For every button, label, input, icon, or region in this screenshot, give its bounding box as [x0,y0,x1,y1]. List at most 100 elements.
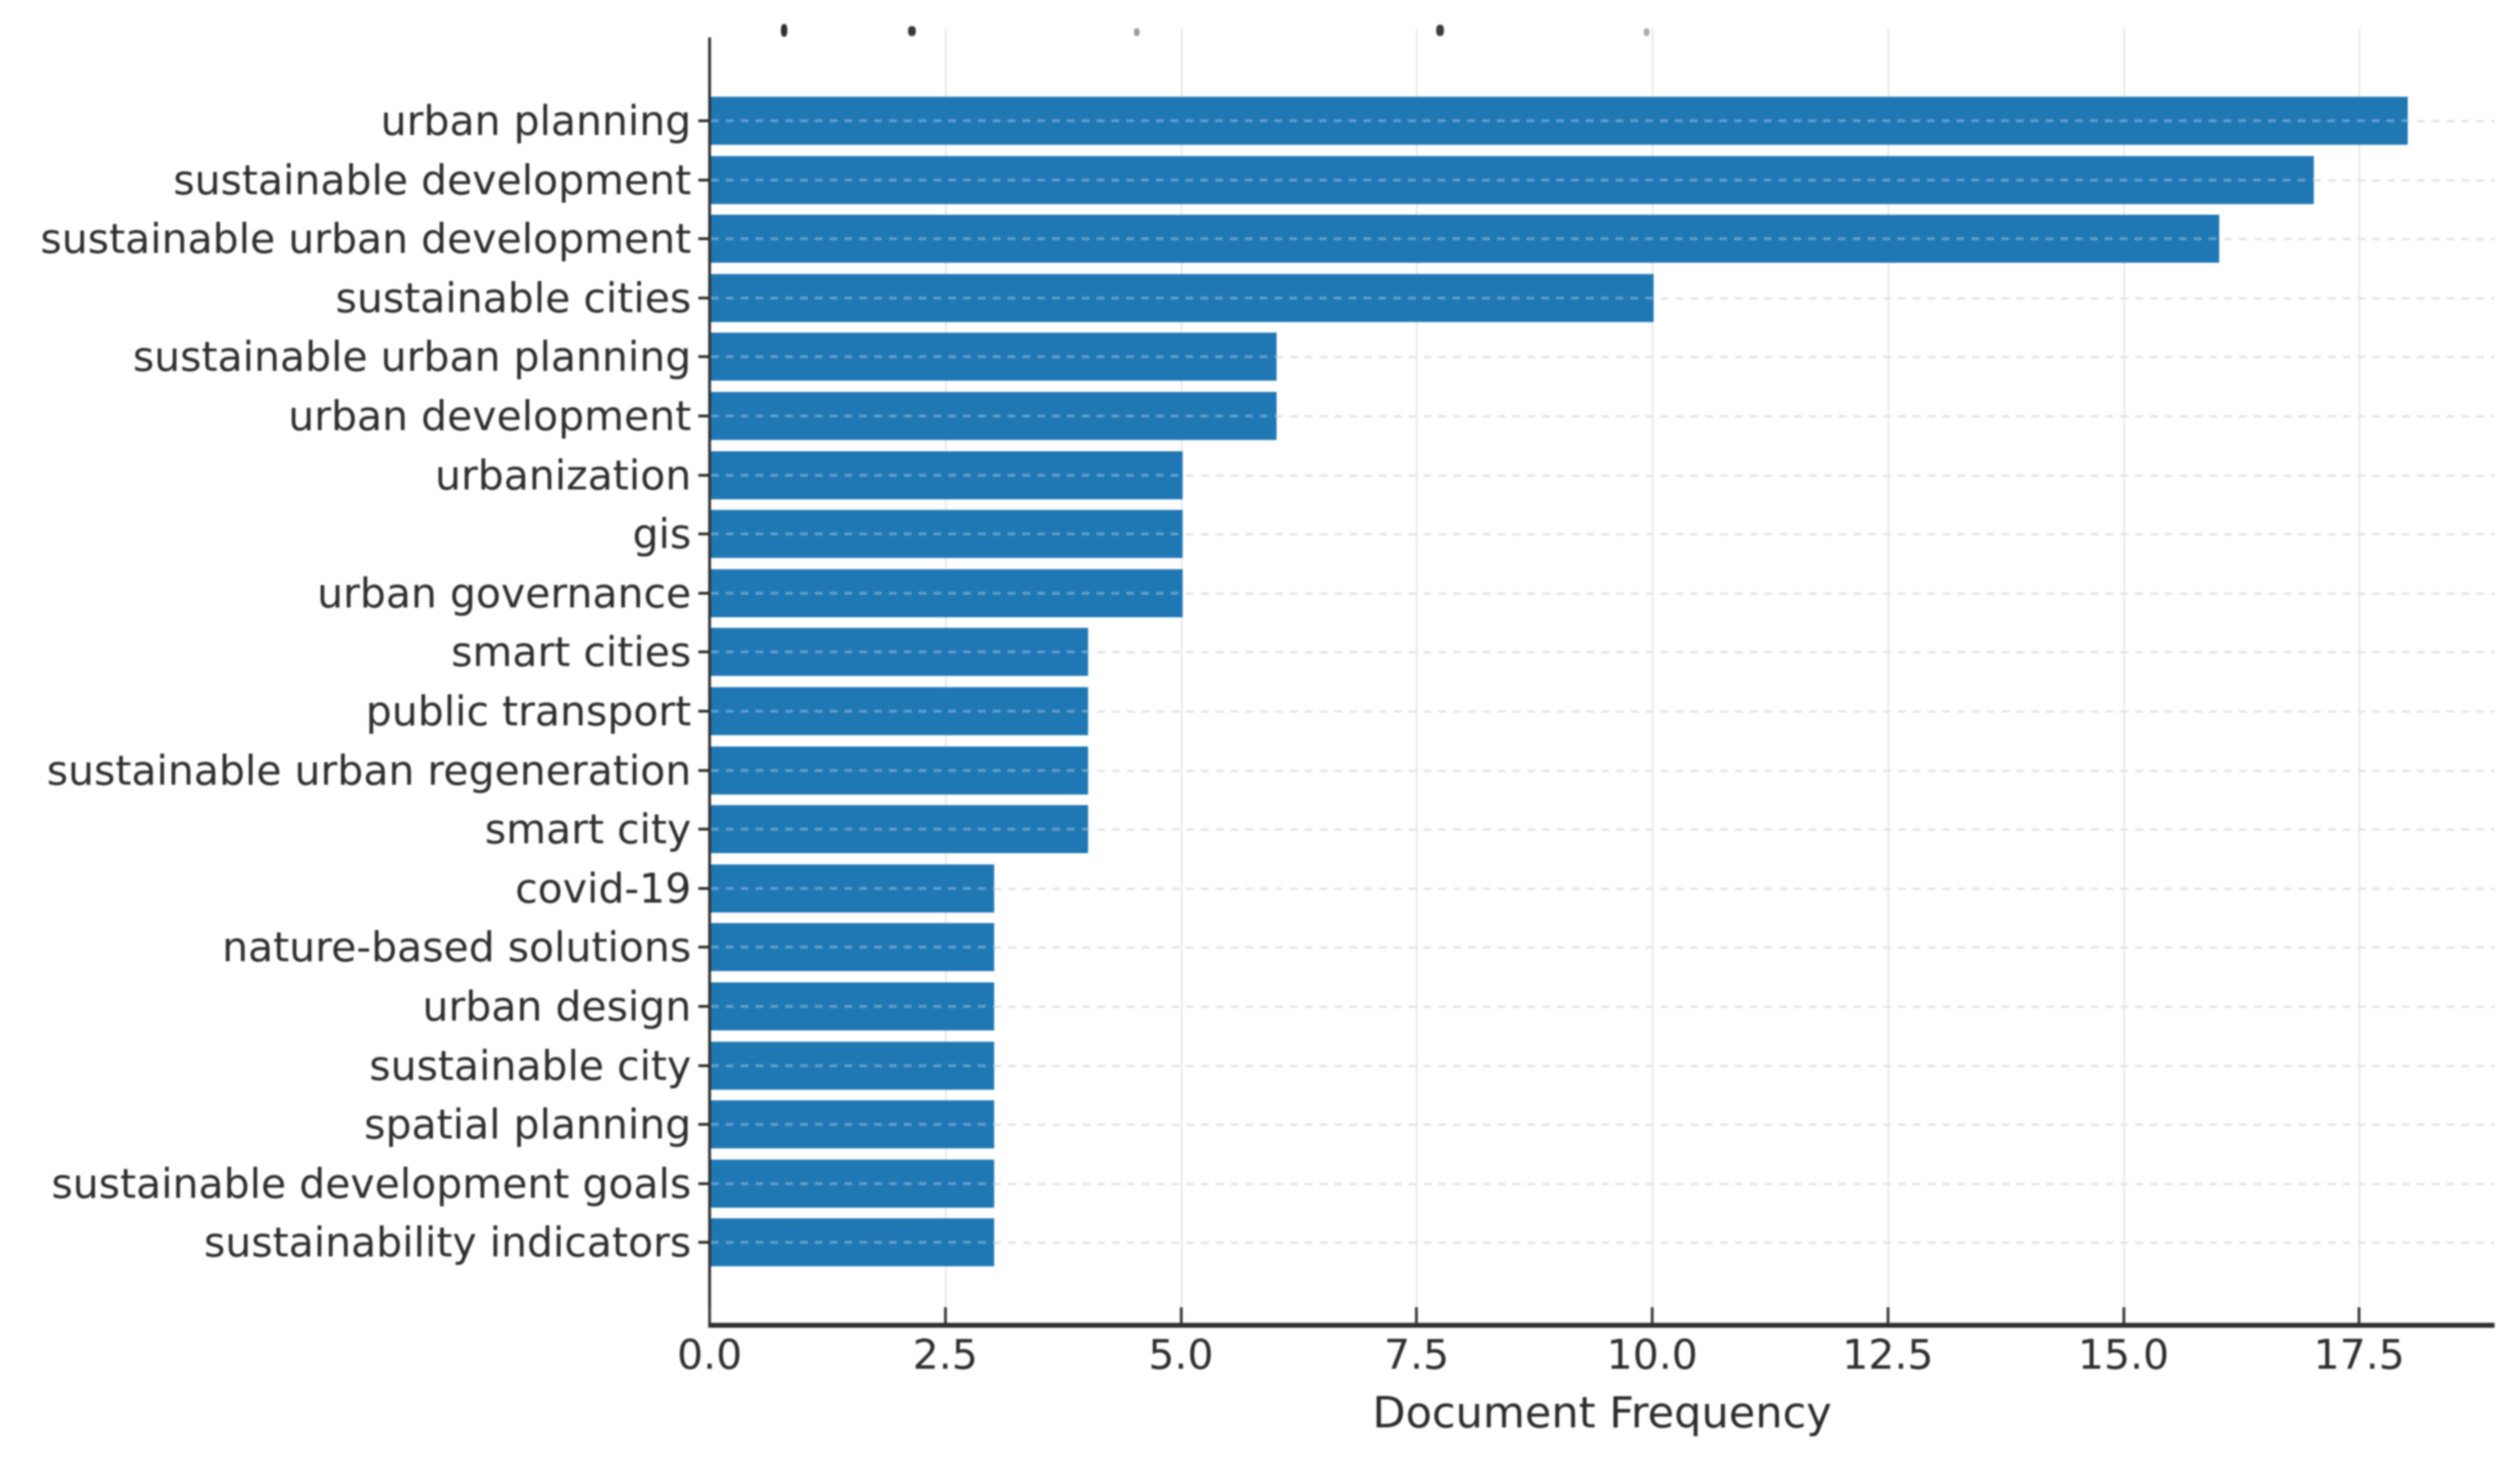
y-tick-label: sustainable cities [335,273,691,322]
bar [711,923,994,972]
y-tick-label: urban design [422,982,691,1030]
y-tick-label: gis [632,510,691,559]
y-tick-label: sustainable development goals [51,1159,691,1208]
x-tick-mark [2358,1307,2361,1323]
cropped-title-remnant [1644,28,1649,36]
x-tick-mark [2122,1307,2125,1323]
x-tick-mark [1886,1307,1889,1323]
x-tick-label: 0.0 [676,1331,743,1379]
bar-inner-highlight [711,886,994,890]
bar [711,746,1088,795]
x-tick-label: 15.0 [2077,1331,2170,1379]
bar-inner-highlight [711,1241,994,1244]
y-tick-mark [698,473,710,477]
bar-inner-highlight [711,828,1088,831]
bar-inner-highlight [711,1182,994,1185]
bar [711,864,994,912]
y-tick-label: urban governance [317,569,691,617]
y-tick-label: sustainable city [369,1041,691,1090]
y-tick-mark [698,415,710,417]
x-axis-spine [708,1323,2495,1328]
bar [711,333,1277,381]
y-gridline-dashed [712,1242,2495,1244]
bar [711,451,1183,499]
x-tick-label: 7.5 [1384,1331,1450,1379]
x-gridline [1180,28,1183,1323]
y-tick-mark [698,237,710,241]
y-gridline-dashed [712,415,2495,417]
bar [711,215,2219,263]
y-tick-label: public transport [366,687,691,735]
y-tick-mark [698,591,710,595]
bar-inner-highlight [711,355,1277,359]
x-tick-mark [1651,1307,1654,1323]
cropped-title-remnant [1134,28,1140,36]
y-tick-mark [698,1182,710,1185]
y-gridline-dashed [712,651,2495,654]
bar-inner-highlight [711,650,1088,654]
y-tick-label: urban development [288,392,691,440]
bar-inner-highlight [711,768,1088,772]
x-tick-mark [1415,1307,1419,1323]
y-axis-spine [708,37,711,1328]
y-tick-label: sustainability indicators [203,1218,691,1267]
y-tick-mark [698,946,710,949]
bar [711,687,1088,735]
x-gridline [1887,28,1889,1323]
y-gridline-dashed [712,1124,2495,1126]
bar-inner-highlight [711,296,1654,299]
x-gridline [1652,28,1654,1323]
x-axis-title: Document Frequency [1372,1388,1832,1438]
y-tick-mark [698,710,710,713]
y-tick-label: urbanization [435,451,691,499]
y-tick-label: sustainable urban planning [133,333,691,381]
cropped-title-remnant [781,24,787,37]
x-tick-mark [943,1307,947,1323]
bar-inner-highlight [711,119,2408,122]
bar-inner-highlight [711,1064,994,1067]
x-gridline [2122,28,2125,1323]
y-tick-mark [698,178,710,182]
y-tick-label: spatial planning [364,1100,691,1149]
bar-inner-highlight [711,1123,994,1126]
bar [711,392,1277,440]
bar [711,273,1654,322]
y-tick-label: smart city [484,805,691,854]
y-gridline-dashed [712,1006,2495,1008]
bar-inner-highlight [711,178,2314,182]
x-tick-mark [1179,1307,1183,1323]
bar [711,1041,994,1090]
y-tick-mark [698,1064,710,1067]
cropped-title-remnant [1436,25,1444,36]
bar [711,982,994,1030]
y-gridline-dashed [712,828,2495,831]
bar [711,155,2314,204]
y-tick-mark [698,1005,710,1008]
y-gridline-dashed [712,592,2495,595]
bar-inner-highlight [711,946,994,949]
y-tick-mark [698,768,710,772]
cropped-title-remnant [908,26,916,36]
bar [711,628,1088,677]
bar [711,569,1183,617]
bar-inner-highlight [711,710,1088,713]
bar-inner-highlight [711,473,1183,477]
bar-inner-highlight [711,237,2219,241]
bar [711,1100,994,1149]
y-gridline-dashed [712,1182,2495,1185]
y-tick-label: urban planning [381,97,691,145]
y-tick-mark [698,119,710,122]
y-gridline-dashed [712,769,2495,772]
y-tick-mark [698,828,710,831]
y-tick-label: sustainable urban development [40,215,691,263]
y-tick-mark [698,533,710,536]
bar [711,1159,994,1208]
y-tick-mark [698,650,710,654]
bar-inner-highlight [711,533,1183,536]
bar [711,1218,994,1267]
y-gridline-dashed [712,710,2495,713]
bar [711,805,1088,854]
x-tick-label: 2.5 [912,1331,978,1379]
